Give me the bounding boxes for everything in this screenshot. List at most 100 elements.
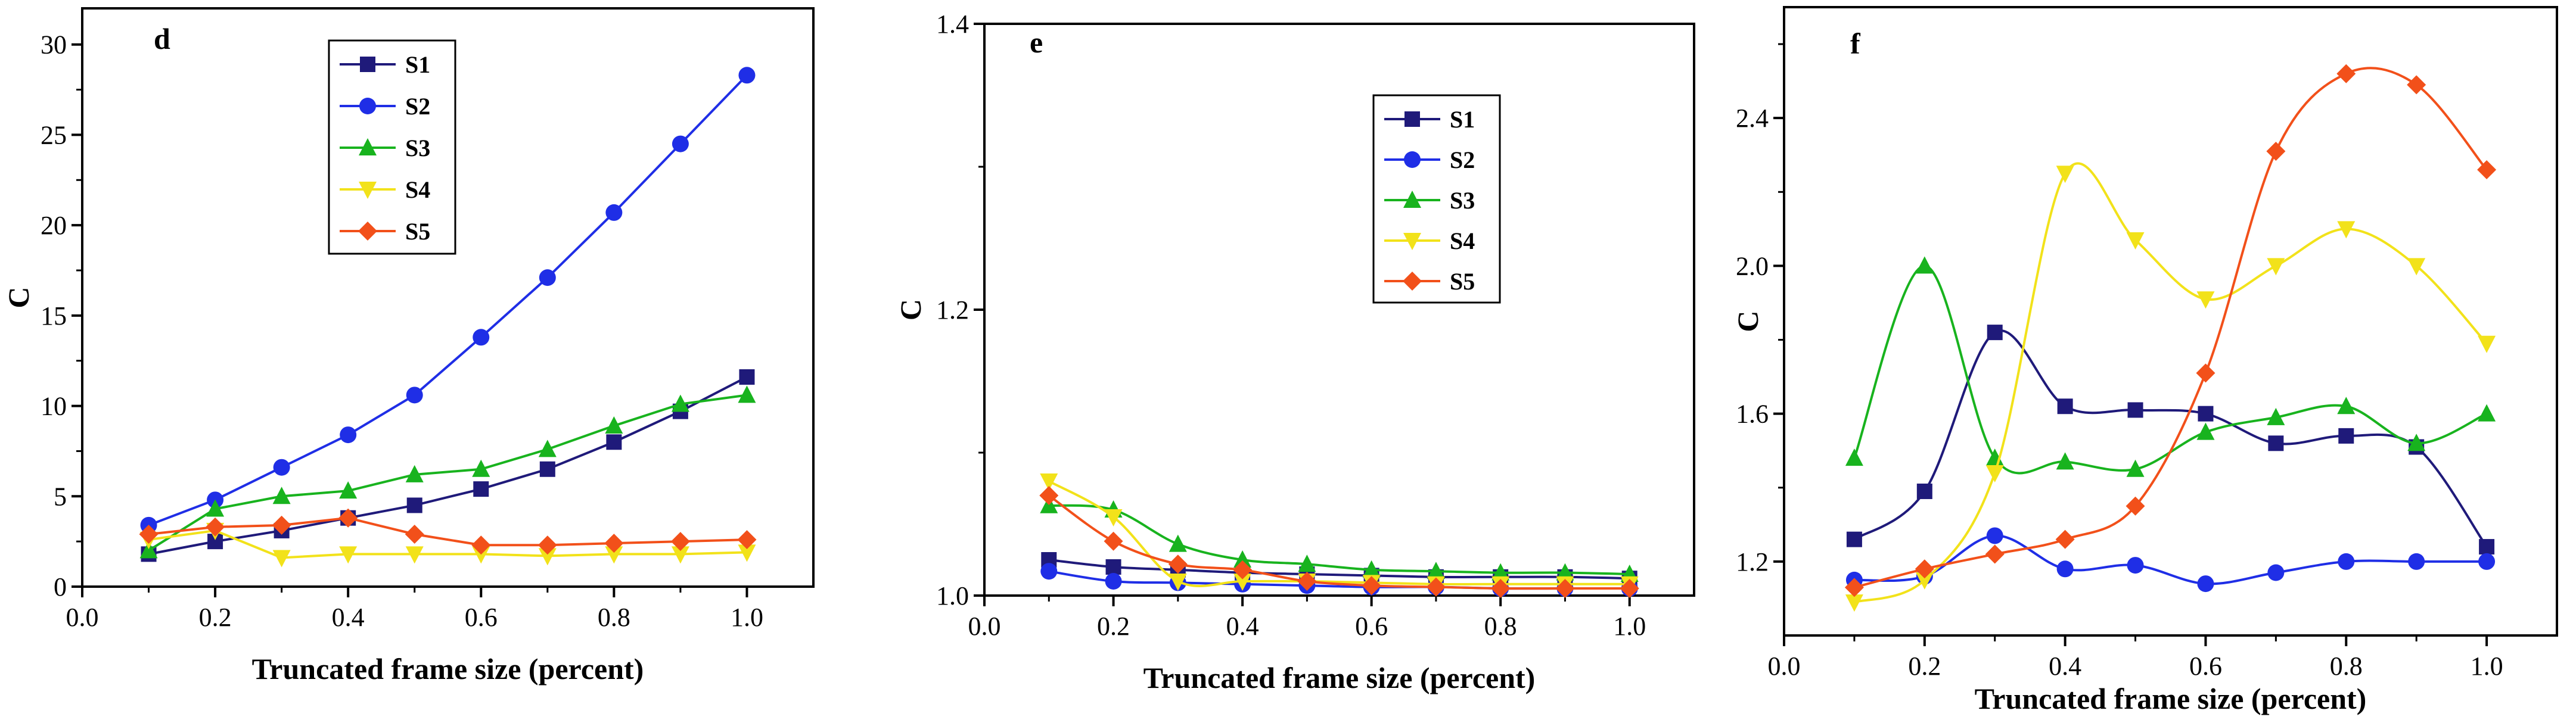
panel-d-series-S4-point <box>472 546 490 564</box>
panel-f-series-S3-point <box>2196 422 2215 440</box>
panel-e-x-tick-label: 0.4 <box>1226 612 1259 641</box>
panel-f-series-S4-point <box>2337 221 2356 239</box>
panel-e-x-axis-title: Truncated frame size (percent) <box>1143 661 1536 694</box>
panel-d-series-S1-point <box>606 434 622 450</box>
panel-d-legend-label-S5: S5 <box>405 218 430 245</box>
panel-d-series-S3-point <box>472 459 490 477</box>
panel-f-series-S4-point <box>2267 258 2285 276</box>
panel-f-series-S1-point <box>2268 435 2284 451</box>
panel-d-series-S5-line <box>148 516 747 547</box>
panel-e-legend-label-S5: S5 <box>1450 268 1475 295</box>
panel-f-series-S1-point <box>2338 428 2354 444</box>
panel-f-y-axis-title: C <box>1731 310 1764 332</box>
panel-d-series-S5-point <box>405 525 424 544</box>
panel-f-series-S4-point <box>2196 291 2215 309</box>
panel-d-y-tick-label: 30 <box>41 30 67 60</box>
panel-f-x-tick-label: 0.2 <box>1908 652 1941 681</box>
panel-f-series-S3-point <box>2267 407 2285 425</box>
panel-e-series-S4-point <box>1233 574 1252 591</box>
panel-f-series-S1-point <box>2127 402 2143 418</box>
panel-e-series-S3-point <box>1298 554 1316 572</box>
panel-f-series-S5-point <box>1915 559 1934 579</box>
panel-f-series-S3-point <box>2337 397 2356 415</box>
panel-d-y-tick-label: 5 <box>54 482 67 511</box>
panel-d-series-S3-point <box>538 440 557 457</box>
panel-f-y-tick-label: 2.4 <box>1736 104 1769 133</box>
panel-d-letter: d <box>154 22 170 55</box>
panel-d-series-S5-point <box>604 534 624 553</box>
panel-f-series-S2-point <box>2267 564 2285 581</box>
panel-f-series-S3-line <box>1853 264 2487 475</box>
panel-d-series-S5-point <box>471 535 491 555</box>
panel-d-x-tick-label: 0.8 <box>598 603 630 632</box>
panel-d-series-S2-point <box>738 67 756 84</box>
panel-e-y-tick-label: 1.0 <box>936 581 969 610</box>
panel-f-series-S2-point <box>2127 557 2144 574</box>
panel-e-series-S5-point <box>1039 486 1059 505</box>
panel-d-series-S5-point <box>537 535 557 555</box>
panel-e-x-tick-label: 0.2 <box>1097 612 1130 641</box>
panel-e-series-S5-point <box>1104 531 1123 551</box>
panel-d-legend-marker-S4 <box>359 182 377 199</box>
panel-e-series-S3-line <box>1049 504 1630 575</box>
panel-d-legend-marker-S1 <box>360 57 375 72</box>
panel-f-series-S4-point <box>1845 594 1863 612</box>
panel-d-x-tick-label: 0.4 <box>332 603 365 632</box>
panel-e-series-S4-point <box>1040 473 1058 491</box>
panel-d-legend-marker-S3 <box>359 138 377 155</box>
panel-f-series-S4-point <box>2478 335 2496 353</box>
panel-e-y-axis-title: C <box>894 299 927 320</box>
panel-f-series-S4-point <box>2126 232 2145 250</box>
panel-d-series-S1-point <box>473 481 489 497</box>
panel-e-series-S5-point <box>1555 579 1575 598</box>
panel-f-series-S2-point <box>2056 560 2074 578</box>
panel-f-y-tick-label: 2.0 <box>1736 251 1769 281</box>
panel-f-series-S5-point <box>2126 496 2145 516</box>
panel-f-x-tick-label: 0.4 <box>2049 652 2081 681</box>
panel-f-series-S5-point <box>2266 142 2286 161</box>
panel-d-series-S1-point <box>739 369 755 385</box>
panel-f-y-tick-label: 1.2 <box>1736 547 1769 577</box>
panel-e-series-S3-point <box>1491 563 1510 581</box>
panel-f-series-S3-point <box>1915 256 1934 274</box>
panel-f-series-S5-point <box>2055 529 2075 549</box>
panel-f-x-tick-label: 0.6 <box>2189 652 2222 681</box>
panel-f-series-S2-point <box>2478 553 2496 570</box>
panel-f-series-S1-line <box>1853 329 2488 548</box>
panel-f-series-S4-point <box>2056 166 2074 183</box>
panel-d-series-S3-point <box>272 487 291 504</box>
panel-f-series-S5-point <box>1844 578 1864 597</box>
panel-e-series-S3-point <box>1362 560 1381 578</box>
panel-f-series-S1-point <box>2479 539 2495 555</box>
panel-e-series-S3-point <box>1233 550 1252 568</box>
panel-f-axes-frame <box>1783 6 2558 637</box>
panel-d-x-tick-label: 0.2 <box>199 603 232 632</box>
panel-f-series-S5-line <box>1854 67 2488 589</box>
panel-f-series-S2-point <box>2408 553 2425 570</box>
panel-e-x-tick-label: 0.8 <box>1484 612 1517 641</box>
panel-e-series-S2-point <box>1105 573 1122 590</box>
panel-d-x-tick-label: 0.0 <box>66 603 99 632</box>
panel-d-series-S2-point <box>672 135 689 152</box>
panel-d-series-S2-point <box>406 387 423 404</box>
panel-f-series-S4-point <box>1985 465 2004 482</box>
panel-e-letter: e <box>1030 26 1043 59</box>
panel-d-series-S4-point <box>405 546 424 564</box>
panel-d-series-S1-line <box>148 376 748 556</box>
panel-d-series-S5-point <box>272 515 291 535</box>
panel-e-series-S5-line <box>1048 494 1630 590</box>
panel-e-x-tick-label: 0.0 <box>968 612 1001 641</box>
panel-d-legend-marker-S2 <box>359 98 376 114</box>
panel-e-x-tick-label: 1.0 <box>1613 612 1646 641</box>
panel-e-series-S5-point <box>1620 579 1639 598</box>
panel-d-series-S3-point <box>671 394 689 412</box>
panel-e-series-S3-point <box>1427 562 1445 579</box>
panel-f-letter: f <box>1850 27 1861 60</box>
panel-e-series-S3-point <box>1556 563 1574 581</box>
panel-f-series-S4-point <box>1915 572 1934 590</box>
panel-d-legend-marker-S5 <box>358 222 377 241</box>
panel-d-series-S2-point <box>273 459 290 476</box>
panel-f-series-S5-point <box>1985 544 2005 564</box>
panel-d-series-S2-point <box>473 329 490 346</box>
